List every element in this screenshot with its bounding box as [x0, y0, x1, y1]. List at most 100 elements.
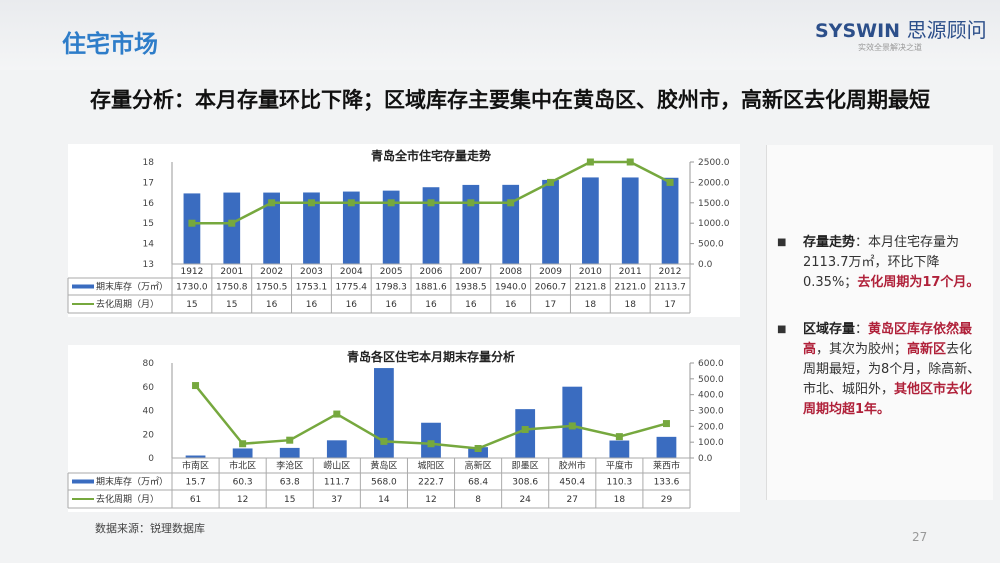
category-label: 2010 [579, 267, 602, 277]
bar [279, 447, 300, 458]
bar [661, 177, 679, 264]
data-label: 15 [186, 300, 197, 310]
category-label: 市南区 [182, 460, 209, 472]
left-tick-label: 16 [143, 199, 155, 209]
chart-background [68, 345, 740, 512]
bar [621, 177, 639, 264]
data-label: 308.6 [512, 478, 538, 488]
data-label: 16 [425, 300, 437, 310]
left-tick-label: 13 [143, 260, 154, 270]
data-label: 222.7 [418, 478, 444, 488]
right-tick-label: 200.0 [698, 422, 724, 432]
data-label: 16 [266, 300, 278, 310]
bar [582, 177, 599, 264]
line-marker [307, 199, 315, 207]
line-marker [228, 219, 236, 227]
left-tick-label: 40 [143, 407, 155, 417]
line-marker [662, 420, 670, 428]
legend-label: 去化周期（月） [96, 298, 159, 310]
left-tick-label: 80 [143, 359, 155, 369]
chart-title: 青岛全市住宅存量走势 [371, 148, 491, 163]
category-label: 莱西市 [653, 460, 680, 472]
bar [382, 190, 400, 264]
category-label: 2004 [340, 267, 363, 277]
data-label: 16 [505, 300, 517, 310]
bullet-stock-trend: ■ 存量走势：本月住宅存量为2113.7万㎡，环比下降0.35%；去化周期为17… [777, 235, 980, 290]
category-label: 1912 [180, 267, 203, 277]
category-label: 2006 [420, 267, 443, 277]
left-tick-label: 18 [143, 158, 155, 168]
line-marker [547, 178, 555, 186]
data-label: 2113.7 [654, 283, 686, 293]
left-tick-label: 14 [143, 240, 155, 250]
right-tick-label: 2500.0 [698, 158, 730, 168]
summary-panel: ■ 存量走势：本月住宅存量为2113.7万㎡，环比下降0.35%；去化周期为17… [766, 145, 993, 500]
line-marker [427, 440, 435, 448]
data-source: 数据来源：锐理数据库 [95, 522, 205, 535]
right-tick-label: 1500.0 [698, 199, 730, 209]
line-marker [239, 440, 247, 448]
category-label: 李沧区 [276, 460, 303, 472]
data-label: 27 [567, 495, 578, 505]
chart-district-stock: 青岛各区住宅本月期末存量分析 0 20 40 60 80 0.0 100.0 200.0 300.… [67, 345, 740, 512]
bar [468, 447, 488, 458]
data-label: 1730.0 [176, 283, 208, 293]
line-marker [626, 158, 634, 166]
legend-swatch-bar [72, 284, 94, 289]
bar [223, 192, 241, 264]
data-label: 568.0 [371, 478, 397, 488]
legend-swatch-bar [72, 479, 94, 484]
category-label: 市北区 [229, 460, 256, 472]
data-label: 1798.3 [375, 283, 407, 293]
data-label: 133.6 [654, 478, 680, 488]
right-tick-label: 300.0 [698, 407, 724, 417]
line-marker [427, 199, 435, 207]
data-label: 17 [664, 300, 675, 310]
category-label: 高新区 [465, 460, 492, 472]
data-label: 61 [190, 495, 201, 505]
right-tick-label: 600.0 [698, 359, 724, 369]
data-label: 15 [226, 300, 237, 310]
bar [515, 409, 536, 458]
data-label: 12 [237, 495, 248, 505]
category-label: 城阳区 [417, 461, 444, 472]
category-label: 2009 [539, 267, 562, 277]
line-marker [507, 199, 515, 207]
line-marker [666, 178, 674, 186]
line-marker [192, 382, 200, 390]
data-label: 37 [331, 495, 342, 505]
left-tick-label: 60 [143, 383, 155, 393]
bar [562, 386, 583, 458]
bar [374, 368, 394, 458]
chart-title: 青岛各区住宅本月期末存量分析 [347, 349, 515, 364]
logo: SYSWIN 思源顾问 [815, 18, 987, 42]
bar [422, 187, 440, 264]
line-marker [586, 158, 594, 166]
category-label: 2005 [380, 267, 403, 277]
legend-label: 期末库存（万㎡） [96, 281, 168, 293]
right-tick-label: 0.0 [698, 454, 713, 464]
data-label: 1775.4 [336, 283, 368, 293]
left-tick-label: 15 [143, 219, 154, 229]
bar [462, 184, 480, 264]
chart-citywide-stock-trend: 青岛全市住宅存量走势 13 14 15 16 17 18 0.0 500.0 1000.0 1500… [67, 144, 740, 317]
left-tick-label: 20 [143, 430, 155, 440]
data-label: 1938.5 [455, 283, 487, 293]
bar [542, 179, 559, 264]
category-label: 平度市 [606, 460, 633, 472]
right-tick-label: 0.0 [698, 260, 713, 270]
category-label: 2012 [659, 267, 682, 277]
data-label: 15.7 [186, 478, 206, 488]
right-tick-label: 100.0 [698, 438, 724, 448]
bar [183, 193, 201, 264]
category-label: 2011 [619, 267, 642, 277]
logo-tagline: 实效全景解决之道 [858, 43, 922, 52]
data-label: 60.3 [233, 478, 253, 488]
data-label: 29 [661, 495, 673, 505]
line-marker [474, 445, 482, 452]
data-label: 450.4 [559, 478, 585, 488]
category-label: 2008 [499, 267, 522, 277]
data-label: 15 [284, 495, 295, 505]
category-label: 胶州市 [559, 460, 586, 472]
line-marker [188, 219, 196, 227]
